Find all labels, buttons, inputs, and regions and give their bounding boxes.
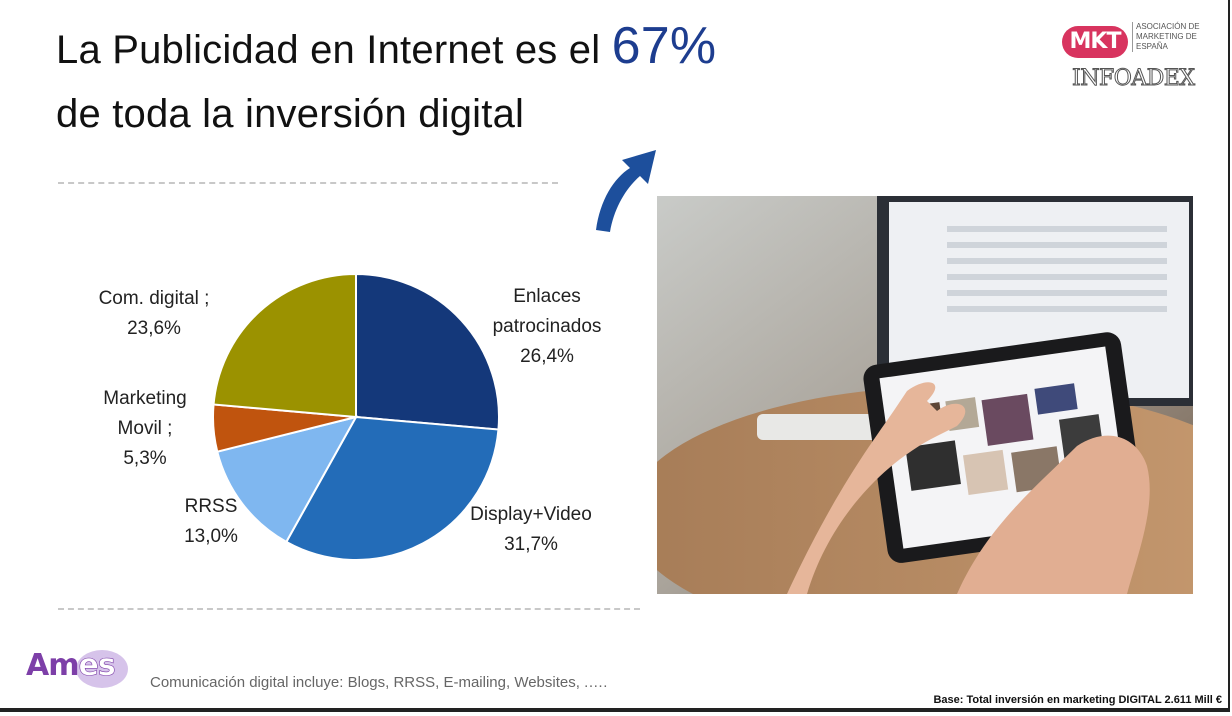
pie-label-line: 31,7% xyxy=(504,534,558,555)
pie-svg xyxy=(212,272,500,561)
pie-label-line: 26,4% xyxy=(520,346,574,367)
mkt-logo: MKT ASOCIACIÓN DE MARKETING DE ESPAÑA xyxy=(1062,22,1200,62)
curved-up-arrow-icon xyxy=(596,150,656,232)
divider-bottom xyxy=(58,608,640,610)
divider-top xyxy=(58,182,558,184)
pie-label-line: Enlaces xyxy=(513,286,581,307)
pie-slice-rrss xyxy=(216,415,358,544)
ames-logo-bubble xyxy=(76,650,128,688)
pie-label-line: RRSS xyxy=(184,496,238,517)
pie-label-marketing-movil: Marketing Movil ; 5,3% xyxy=(80,384,210,474)
pie-label-line: Com. digital ; xyxy=(98,288,210,309)
title-line-1: La Publicidad en Internet es el 67% xyxy=(56,14,716,82)
mkt-logo-association: ASOCIACIÓN DE MARKETING DE ESPAÑA xyxy=(1132,22,1200,52)
pie-label-line: 5,3% xyxy=(123,448,167,469)
pie-label-line: 23,6% xyxy=(127,318,181,339)
pie-label-line: 13,0% xyxy=(184,526,238,547)
pie-label-line: Marketing xyxy=(103,388,187,409)
footnote: Comunicación digital incluye: Blogs, RRS… xyxy=(150,674,608,691)
title-highlight-67: 67% xyxy=(611,17,717,75)
infoadex-logo: INFOADEX xyxy=(1072,66,1196,92)
pie-label-com-digital: Com. digital ; 23,6% xyxy=(80,284,228,344)
title-line-2: de toda la inversión digital xyxy=(56,92,525,136)
pie-label-line: Display+Video xyxy=(470,504,592,525)
pie-label-display-video: Display+Video 31,7% xyxy=(446,500,616,560)
tablet-photo xyxy=(657,196,1193,594)
pie-label-line: patrocinados xyxy=(492,316,602,337)
mkt-logo-pill: MKT xyxy=(1062,26,1128,58)
slide-title: La Publicidad en Internet es el 67% de t… xyxy=(56,14,716,146)
pie-slice-display-video xyxy=(284,415,500,561)
pie-slice-com-digital xyxy=(212,272,357,419)
title-text-1: La Publicidad en Internet es el xyxy=(56,28,612,72)
base-note: Base: Total inversión en marketing DIGIT… xyxy=(933,694,1222,706)
pie-label-rrss: RRSS 13,0% xyxy=(156,492,266,552)
pie-chart: Enlaces patrocinados 26,4% Display+Video 31,… xyxy=(80,240,640,590)
ames-logo: Ames xyxy=(24,646,128,696)
pie-label-line: Movil ; xyxy=(117,418,173,439)
pie-slice-enlaces-patrocinados xyxy=(355,272,500,431)
pie-label-enlaces-patrocinados: Enlaces patrocinados 26,4% xyxy=(472,282,622,372)
ames-logo-text: Ames xyxy=(26,648,116,684)
